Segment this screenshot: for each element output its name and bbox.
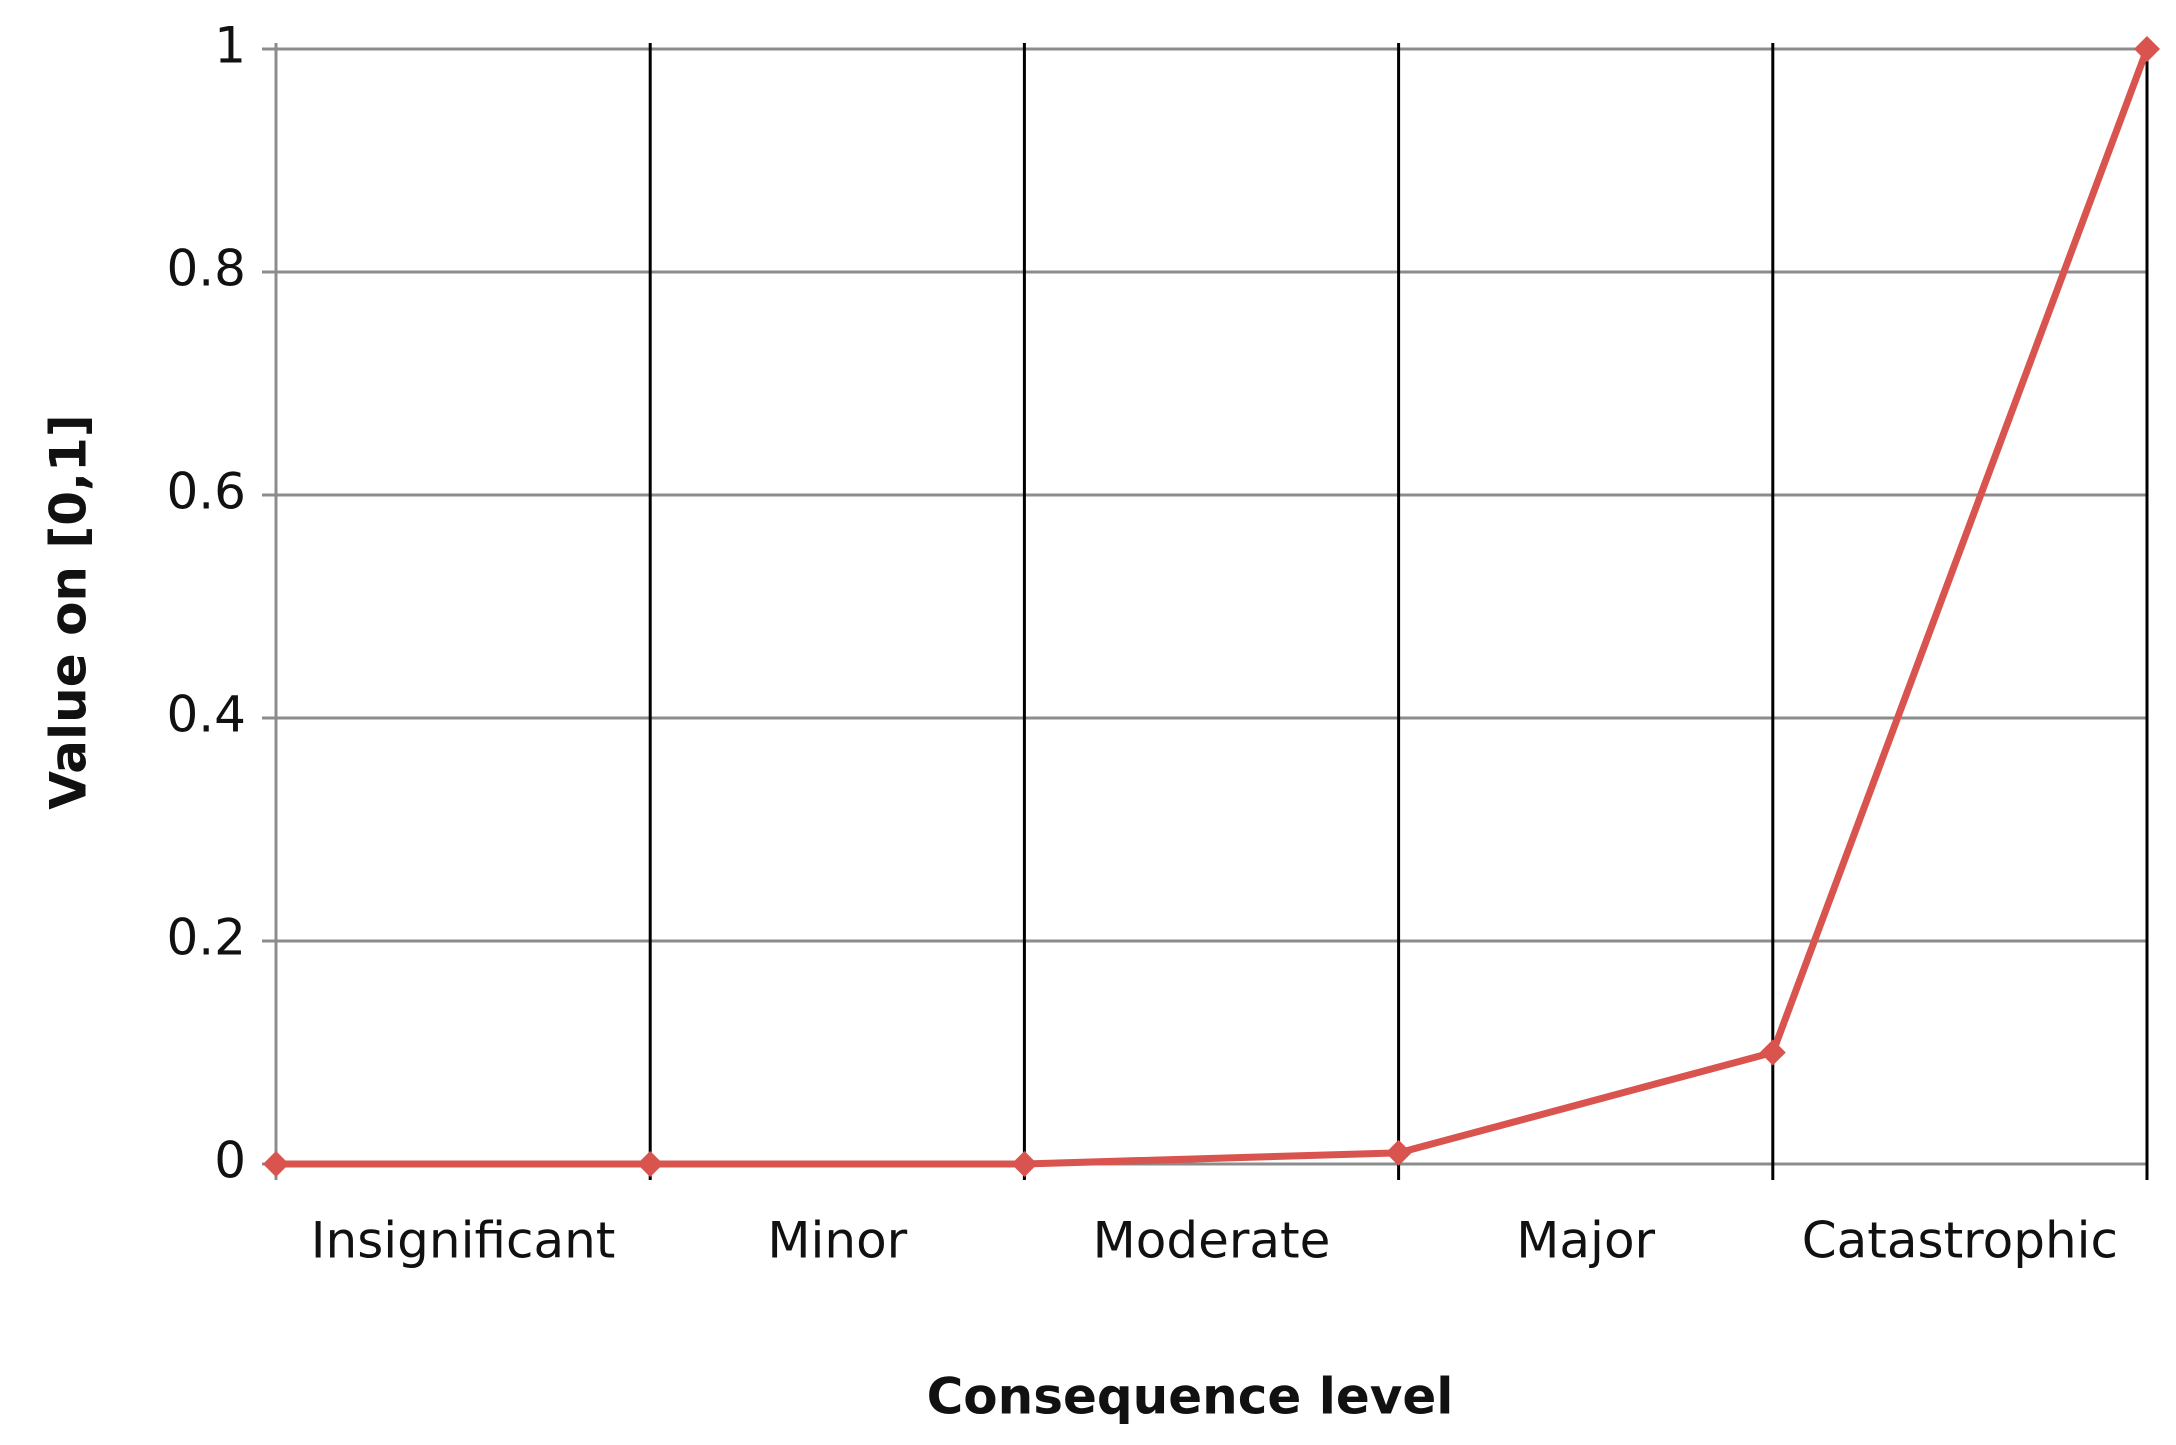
y-tick-label: 0.6 — [166, 463, 246, 521]
y-tick-label: 0.8 — [166, 240, 246, 298]
marker — [2134, 36, 2160, 62]
marker — [1385, 1139, 1412, 1166]
x-tick-label: Insignificant — [311, 1212, 616, 1270]
y-tick-label: 0.2 — [166, 909, 246, 967]
marker — [637, 1151, 664, 1177]
x-tick-label: Minor — [767, 1212, 907, 1270]
x-tick-label: Moderate — [1093, 1212, 1331, 1270]
y-tick-label: 0 — [214, 1132, 246, 1190]
marker — [1011, 1151, 1038, 1177]
x-axis-title: Consequence level — [927, 1368, 1454, 1426]
x-tick-label: Catastrophic — [1802, 1212, 2118, 1270]
marker — [263, 1151, 289, 1177]
y-tick-label: 0.4 — [166, 686, 246, 744]
y-tick-label: 1 — [214, 17, 246, 75]
y-axis-title: Value on [0,1] — [40, 414, 98, 809]
x-tick-label: Major — [1516, 1212, 1655, 1270]
marker — [1759, 1039, 1786, 1066]
line — [276, 47, 2151, 1168]
